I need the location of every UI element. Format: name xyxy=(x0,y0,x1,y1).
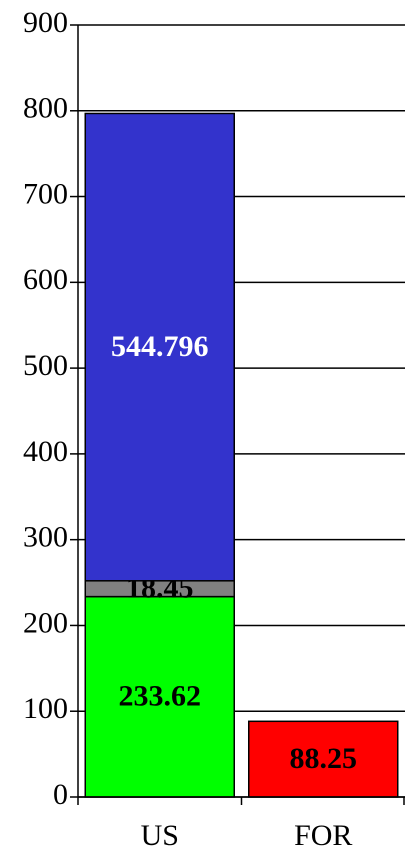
y-tick-label: 200 xyxy=(23,606,68,639)
data-label: 88.25 xyxy=(290,742,358,775)
y-tick-label: 600 xyxy=(23,263,68,296)
data-label: 233.62 xyxy=(119,680,202,713)
bar-segment xyxy=(84,595,235,798)
y-tick-label: 0 xyxy=(53,778,68,811)
y-tick-label: 800 xyxy=(23,92,68,125)
data-label: 544.796 xyxy=(111,330,209,363)
y-tick-label: 500 xyxy=(23,349,68,382)
y-tick-label: 400 xyxy=(23,435,68,468)
bar-segment xyxy=(84,112,235,582)
y-tick-label: 300 xyxy=(23,521,68,554)
y-tick-label: 100 xyxy=(23,692,68,725)
y-tick-label: 900 xyxy=(23,6,68,39)
y-tick-label: 700 xyxy=(23,177,68,210)
x-tick-label: FOR xyxy=(294,819,352,852)
x-tick-label: US xyxy=(141,819,179,852)
